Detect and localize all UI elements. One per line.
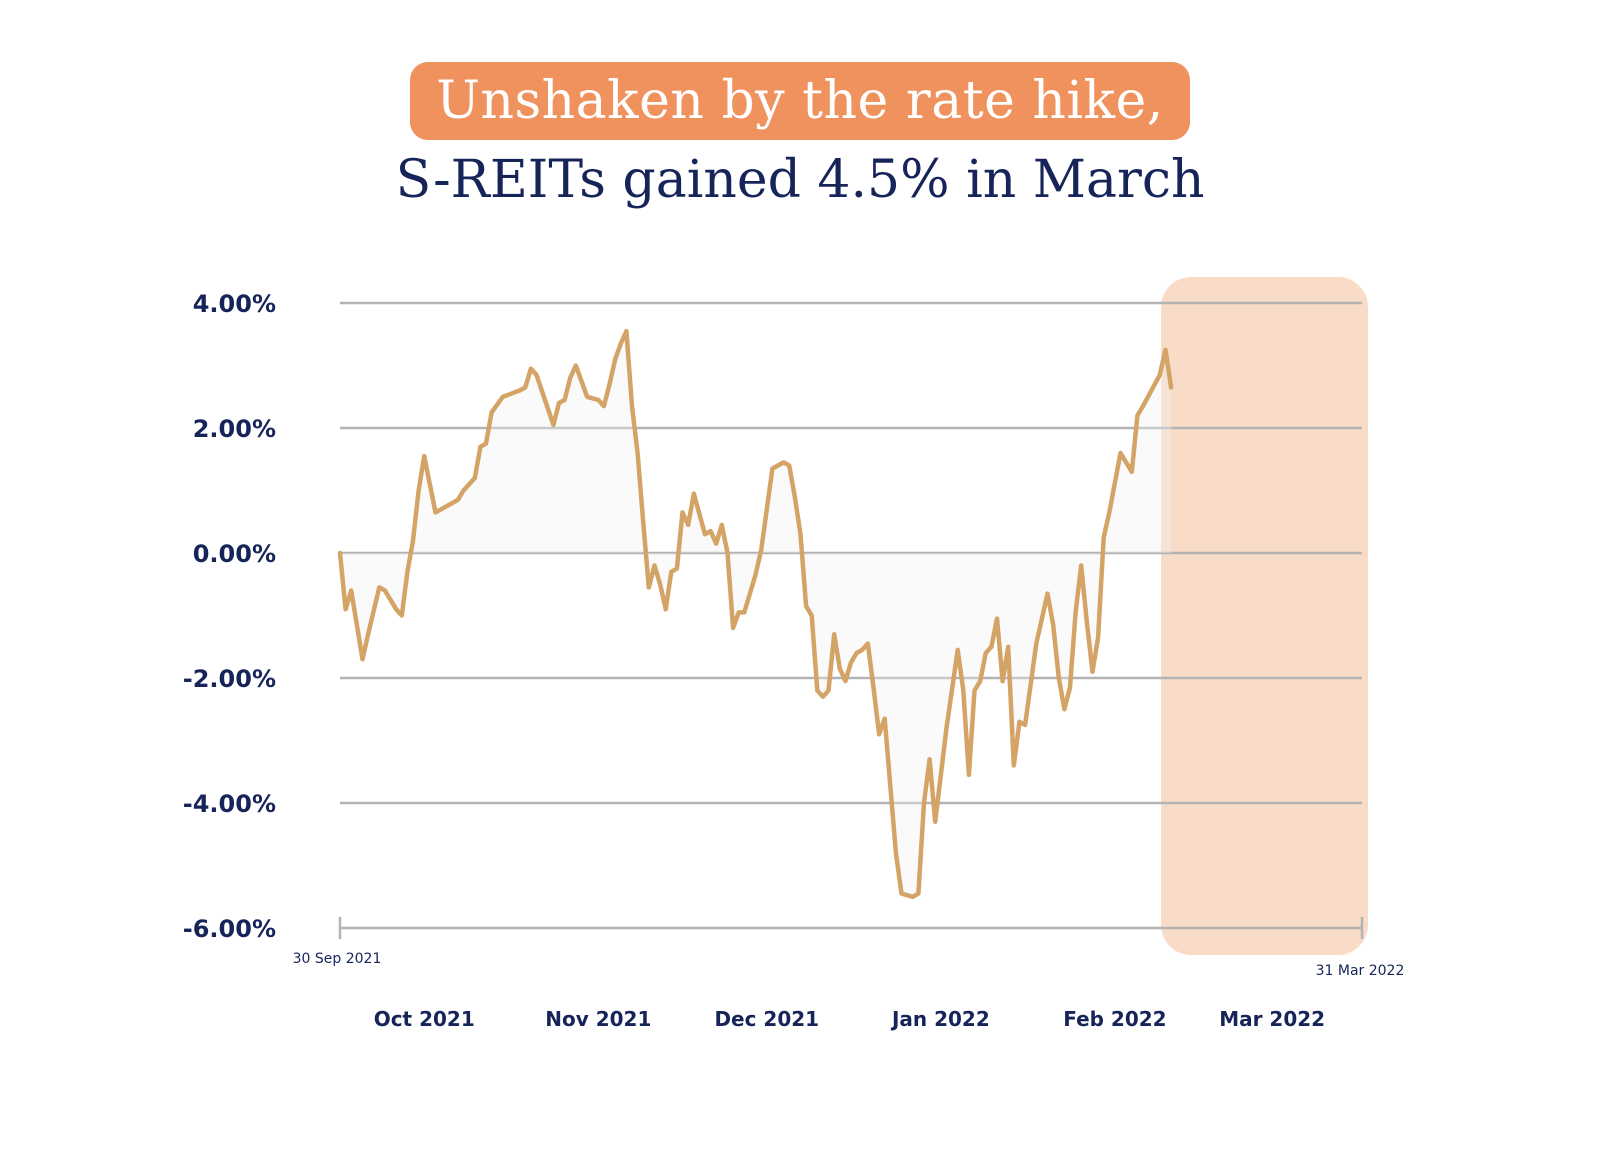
- chart-title: Unshaken by the rate hike,: [410, 62, 1190, 140]
- x-tick-label: Dec 2021: [714, 1007, 819, 1031]
- chart-subtitle: S-REITs gained 4.5% in March: [395, 150, 1205, 210]
- x-tick-label: Feb 2022: [1063, 1007, 1166, 1031]
- area-fill: [340, 331, 1172, 897]
- x-tick-label: Oct 2021: [374, 1007, 475, 1031]
- x-tick-label: Nov 2021: [545, 1007, 651, 1031]
- y-tick-label: -2.00%: [183, 665, 276, 693]
- series-area: [340, 331, 1172, 897]
- y-tick-label: -6.00%: [183, 915, 276, 943]
- y-axis-labels: 4.00% 2.00% 0.00% -2.00% -4.00% -6.00%: [183, 290, 276, 943]
- y-tick-label: 0.00%: [193, 540, 276, 568]
- series-line: [337, 328, 1174, 900]
- y-tick-label: 2.00%: [193, 415, 276, 443]
- start-date-label: 30 Sep 2021: [293, 951, 382, 967]
- march-highlight: [1161, 277, 1368, 955]
- y-tick-label: -4.00%: [183, 790, 276, 818]
- grid-lines: [338, 301, 1364, 939]
- x-tick-label: Mar 2022: [1219, 1007, 1325, 1031]
- series-line-layer: [337, 328, 1174, 900]
- highlight-band: [1161, 277, 1368, 955]
- x-axis-labels: Oct 2021 Nov 2021 Dec 2021 Jan 2022 Feb 2022…: [293, 951, 1405, 1031]
- end-date-label: 31 Mar 2022: [1316, 963, 1405, 979]
- y-tick-label: 4.00%: [193, 290, 276, 318]
- x-tick-label: Jan 2022: [890, 1007, 990, 1031]
